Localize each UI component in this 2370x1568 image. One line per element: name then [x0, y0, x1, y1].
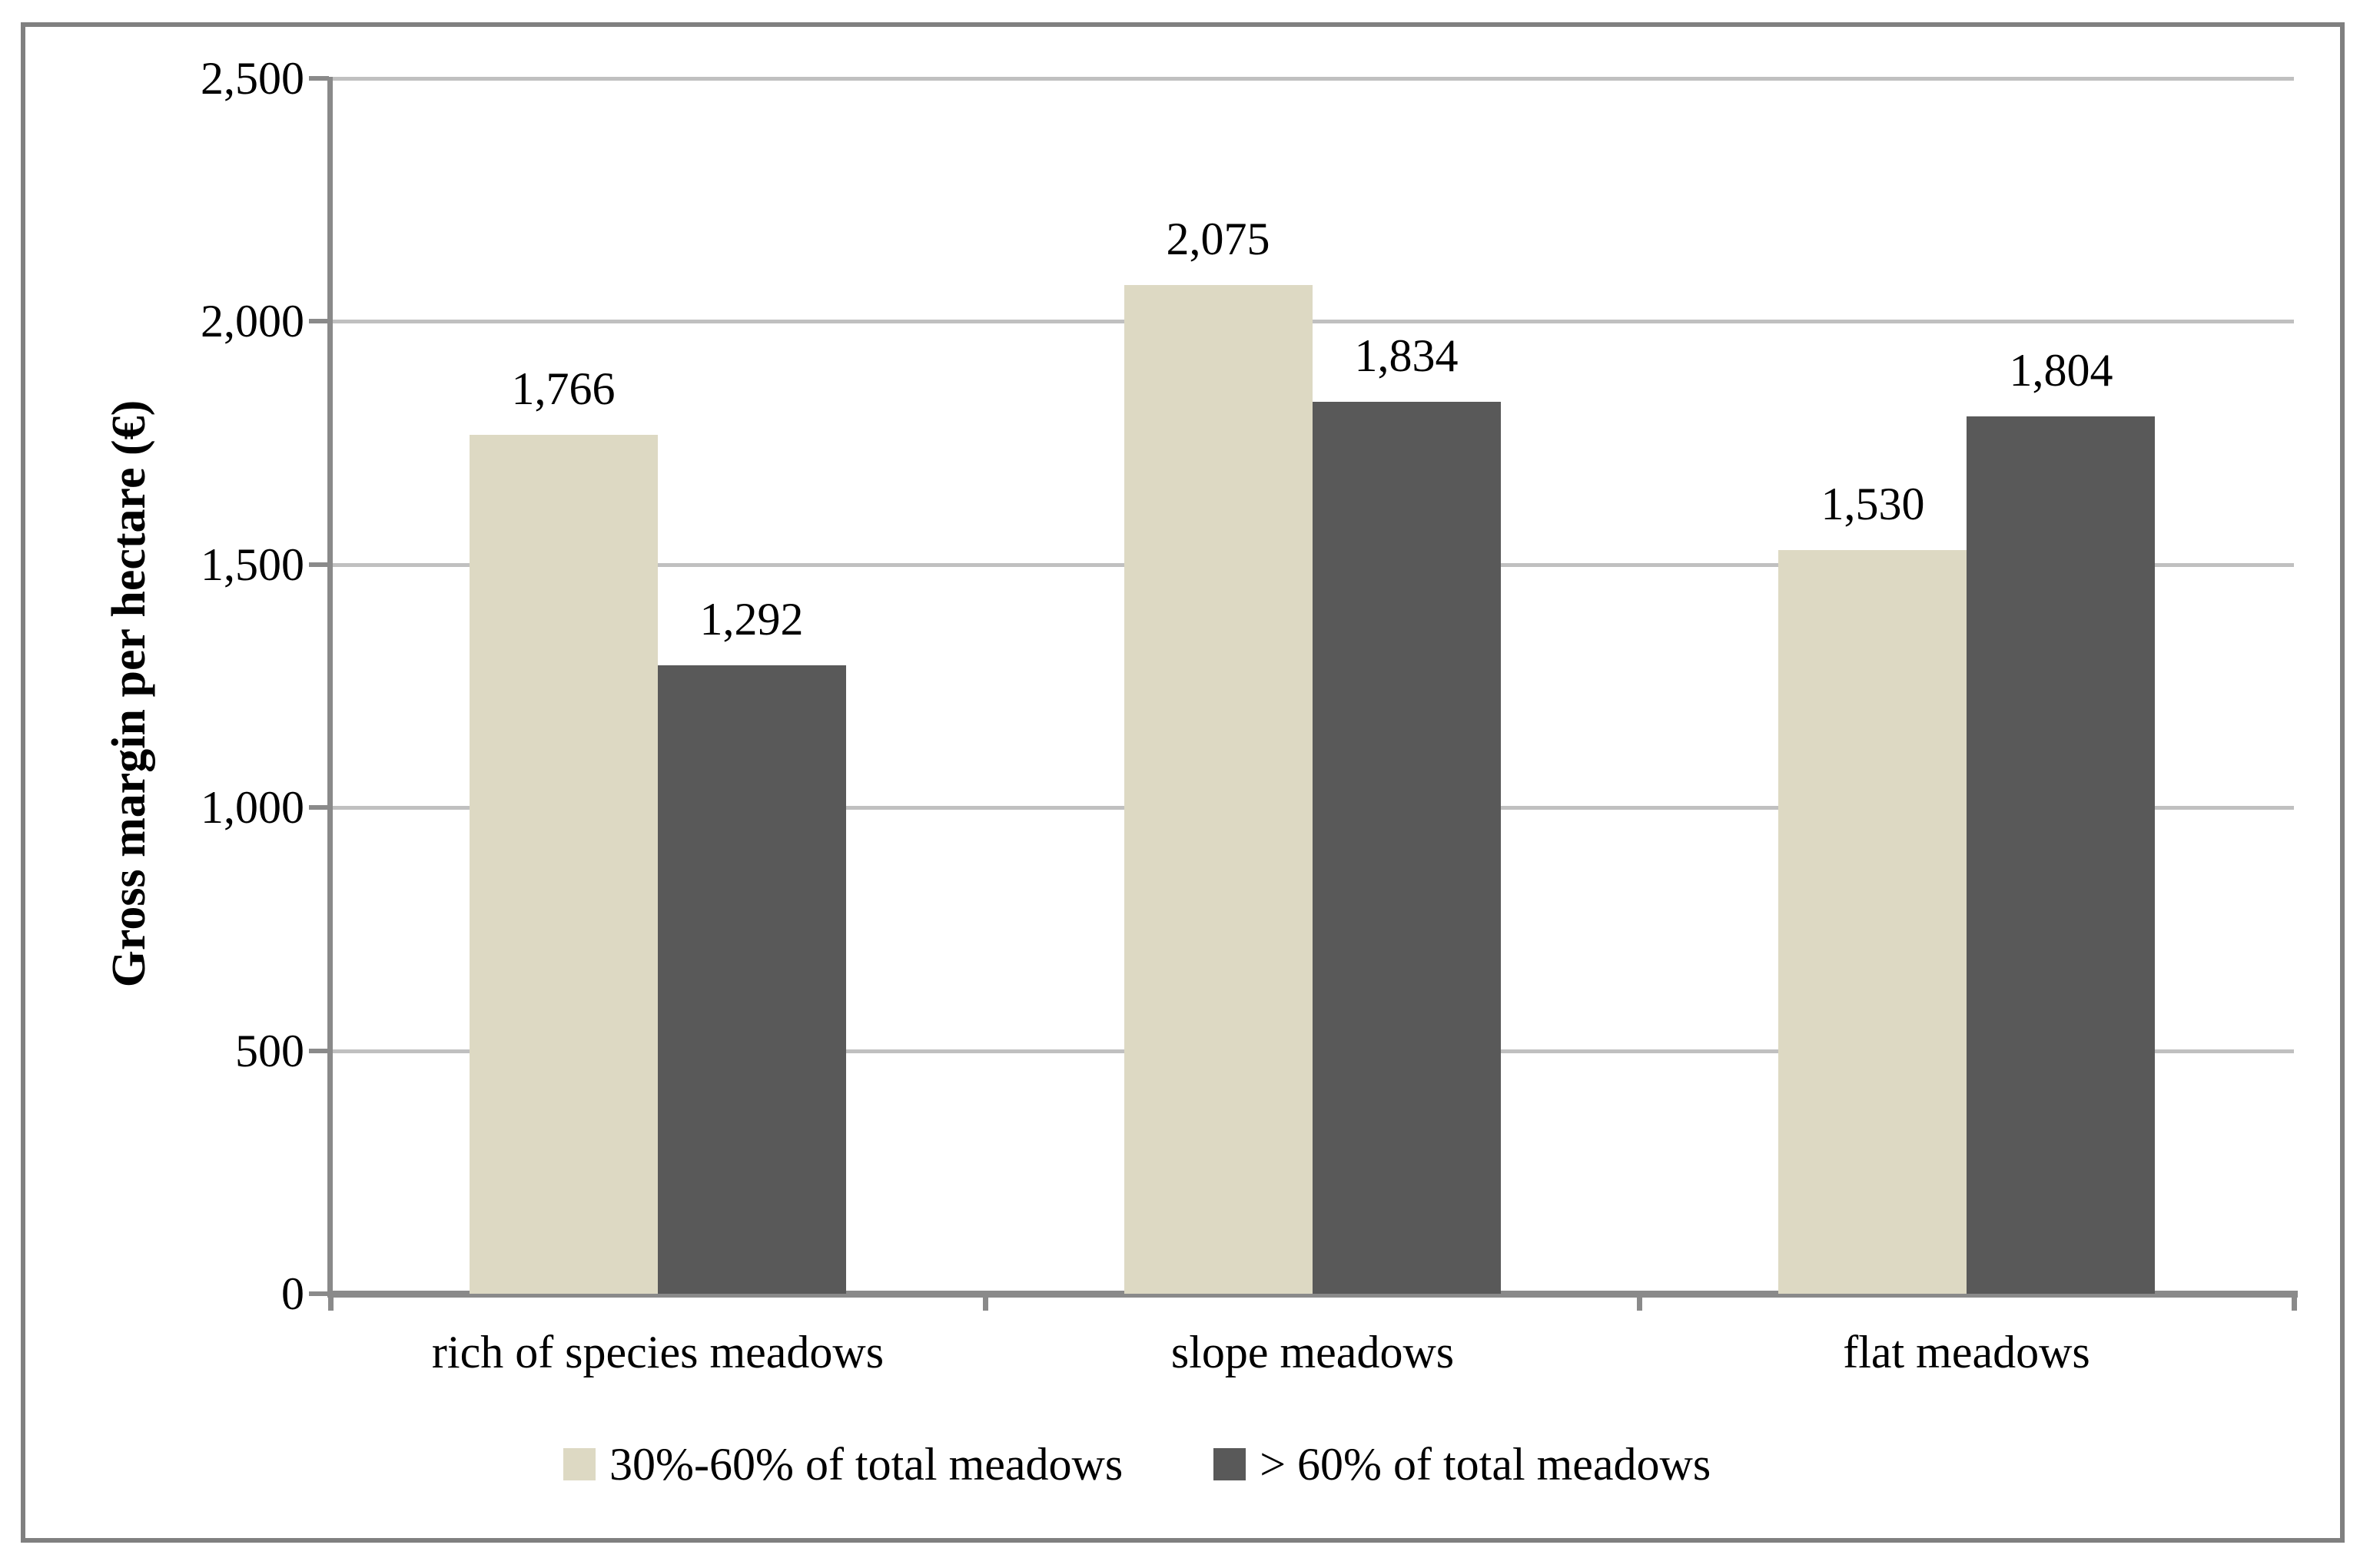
bar-value-label: 1,834: [1354, 330, 1459, 381]
x-tick: [328, 1298, 334, 1311]
bar-value-label: 1,530: [1821, 479, 1925, 529]
legend-swatch: [563, 1448, 596, 1480]
y-tick-label: 500: [235, 1026, 304, 1076]
y-tick-label: 1,000: [201, 782, 304, 833]
bar-value-label: 1,804: [2009, 345, 2113, 396]
bar-value-label: 1,766: [511, 363, 616, 414]
y-axis-title: Gross margin per hectare (€): [103, 399, 155, 988]
y-axis-line: [327, 77, 333, 1298]
bar: [1124, 285, 1313, 1294]
y-tick: [309, 1049, 329, 1053]
legend-entry: 30%-60% of total meadows: [563, 1436, 1123, 1493]
y-tick: [309, 319, 329, 323]
bar: [658, 665, 846, 1294]
bar-value-label: 2,075: [1166, 214, 1270, 264]
y-tick-label: 2,500: [201, 53, 304, 104]
gridline: [330, 77, 2294, 81]
x-tick: [983, 1298, 988, 1311]
legend: 30%-60% of total meadows > 60% of total m…: [563, 1436, 1711, 1493]
y-tick-label: 2,000: [201, 296, 304, 346]
bar: [1313, 402, 1501, 1294]
y-tick: [309, 1291, 329, 1296]
x-tick: [2292, 1298, 2297, 1311]
bar: [470, 435, 658, 1294]
y-tick: [309, 805, 329, 810]
x-axis-line: [327, 1291, 2298, 1298]
legend-label: 30%-60% of total meadows: [609, 1439, 1124, 1490]
bar-value-label: 1,292: [699, 594, 804, 645]
y-tick-label: 1,500: [201, 539, 304, 590]
bar: [1778, 550, 1967, 1294]
x-tick: [1637, 1298, 1642, 1311]
legend-entry: > 60% of total meadows: [1213, 1436, 1711, 1493]
category-label: slope meadows: [1170, 1327, 1455, 1377]
legend-swatch: [1213, 1448, 1246, 1480]
bar: [1967, 416, 2155, 1294]
legend-label: > 60% of total meadows: [1260, 1439, 1711, 1490]
category-label: rich of species meadows: [431, 1327, 885, 1377]
category-label: flat meadows: [1843, 1327, 2090, 1377]
y-tick: [309, 76, 329, 81]
y-tick-label: 0: [281, 1268, 304, 1319]
y-tick: [309, 562, 329, 567]
